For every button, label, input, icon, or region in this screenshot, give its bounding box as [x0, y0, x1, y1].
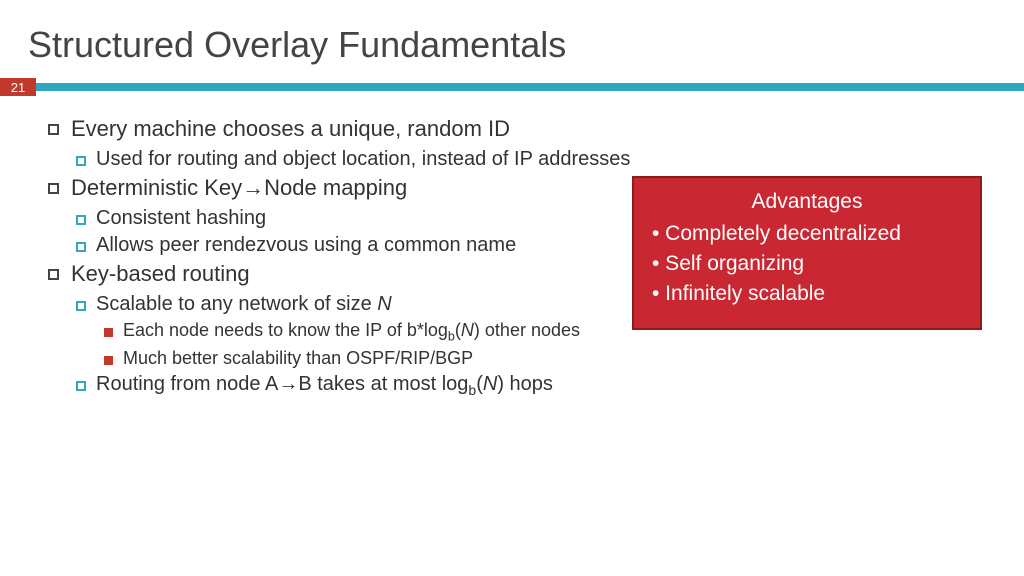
- slide-title: Structured Overlay Fundamentals: [0, 0, 1024, 78]
- square-teal-icon: [76, 242, 86, 252]
- page-number: 21: [0, 78, 36, 96]
- bullet-text: Allows peer rendezvous using a common na…: [96, 234, 516, 257]
- advantages-item: • Self organizing: [652, 252, 962, 276]
- b311-post: ) other nodes: [474, 320, 580, 340]
- accent-bar: [36, 83, 1024, 91]
- bullet-text: Used for routing and object location, in…: [96, 148, 630, 171]
- b2-post: Node mapping: [264, 175, 407, 200]
- b32-post: ) hops: [497, 373, 553, 395]
- bullet-3-2: Routing from node A→B takes at most logb…: [76, 373, 984, 398]
- advantages-box: Advantages • Completely decentralized • …: [632, 176, 982, 330]
- arrow-icon: →: [278, 373, 298, 395]
- b311-sub: b: [448, 330, 455, 344]
- bullet-text: Key-based routing: [71, 261, 250, 287]
- b32-mid: B takes at most log: [298, 373, 468, 395]
- bullet-text: Each node needs to know the IP of b*logb…: [123, 320, 580, 344]
- square-open-icon: [48, 269, 59, 280]
- square-red-icon: [104, 328, 113, 337]
- bullet-1: Every machine chooses a unique, random I…: [48, 116, 984, 142]
- bullet-text: Deterministic Key→Node mapping: [71, 175, 407, 201]
- square-teal-icon: [76, 381, 86, 391]
- advantages-item: • Completely decentralized: [652, 222, 962, 246]
- b32-n: N: [483, 373, 497, 395]
- square-red-icon: [104, 356, 113, 365]
- b3-1-pre: Scalable to any network of size: [96, 293, 377, 315]
- square-teal-icon: [76, 215, 86, 225]
- bullet-text: Routing from node A→B takes at most logb…: [96, 373, 553, 398]
- b32-pre: Routing from node A: [96, 373, 278, 395]
- bullet-text: Every machine chooses a unique, random I…: [71, 116, 510, 142]
- bullet-3-1-2: Much better scalability than OSPF/RIP/BG…: [104, 348, 984, 369]
- bullet-text: Much better scalability than OSPF/RIP/BG…: [123, 348, 473, 369]
- advantages-item: • Infinitely scalable: [652, 282, 962, 306]
- b311-pre: Each node needs to know the IP of b*log: [123, 320, 448, 340]
- arrow-icon: →: [242, 175, 264, 200]
- b2-pre: Deterministic Key: [71, 175, 242, 200]
- square-teal-icon: [76, 301, 86, 311]
- square-open-icon: [48, 124, 59, 135]
- bullet-text: Consistent hashing: [96, 207, 266, 230]
- bullet-1-1: Used for routing and object location, in…: [76, 148, 984, 171]
- b32-po: (: [476, 373, 483, 395]
- square-open-icon: [48, 183, 59, 194]
- title-bar: 21: [0, 78, 1024, 96]
- square-teal-icon: [76, 156, 86, 166]
- advantages-title: Advantages: [652, 190, 962, 214]
- b3-1-n: N: [377, 293, 391, 315]
- bullet-text: Scalable to any network of size N: [96, 293, 392, 316]
- b311-n: N: [461, 320, 474, 340]
